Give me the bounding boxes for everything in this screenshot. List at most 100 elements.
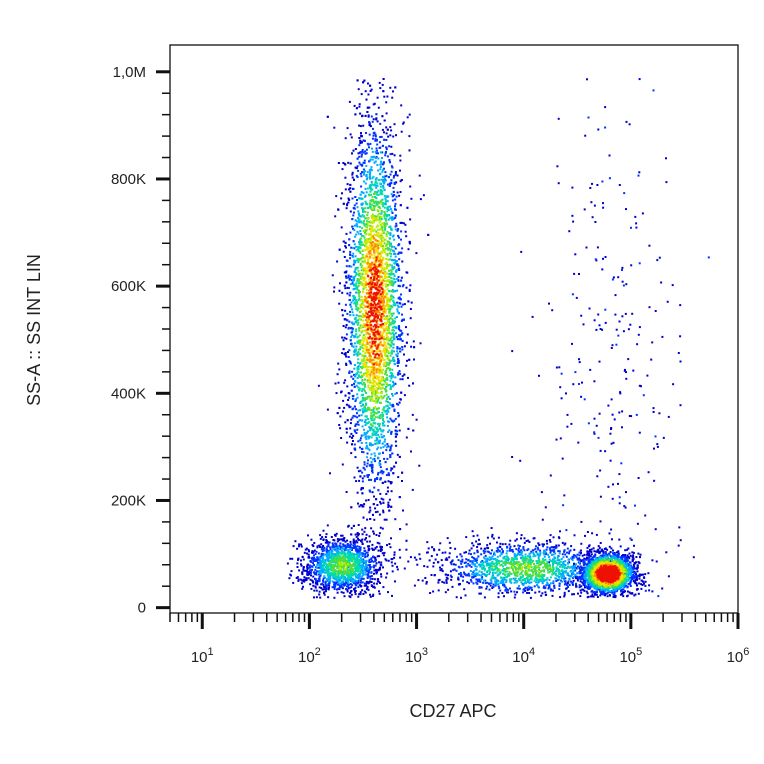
event-dot bbox=[597, 551, 600, 554]
event-dot bbox=[374, 430, 377, 433]
event-dot bbox=[514, 555, 517, 557]
event-dot bbox=[513, 590, 516, 593]
event-dot bbox=[460, 575, 463, 578]
event-dot bbox=[575, 583, 577, 586]
event-dot bbox=[644, 584, 647, 587]
event-dot bbox=[362, 593, 365, 595]
event-dot bbox=[491, 533, 494, 536]
event-dot bbox=[365, 533, 368, 536]
event-dot bbox=[594, 558, 597, 561]
event-dot bbox=[379, 563, 382, 566]
event-dot bbox=[591, 216, 594, 219]
event-dot bbox=[330, 551, 333, 554]
event-dot bbox=[624, 549, 627, 552]
event-dot bbox=[325, 590, 327, 593]
event-dot bbox=[667, 415, 670, 418]
event-dot bbox=[300, 559, 302, 562]
event-dot bbox=[581, 577, 584, 580]
event-dot bbox=[388, 226, 391, 229]
event-dot bbox=[386, 404, 389, 407]
event-dot bbox=[368, 564, 371, 566]
event-dot bbox=[586, 580, 589, 583]
event-dot bbox=[363, 79, 366, 82]
event-dot bbox=[561, 553, 564, 556]
event-dot bbox=[394, 225, 397, 228]
event-dot bbox=[333, 588, 336, 590]
event-dot bbox=[470, 553, 472, 556]
event-dot bbox=[350, 580, 353, 583]
event-dot bbox=[616, 588, 619, 591]
event-dot bbox=[505, 581, 508, 584]
event-dot bbox=[597, 313, 600, 316]
event-dot bbox=[631, 592, 634, 595]
event-dot bbox=[321, 571, 324, 573]
event-dot bbox=[367, 421, 369, 424]
event-dot bbox=[388, 247, 391, 250]
event-dot bbox=[344, 176, 347, 179]
event-dot bbox=[393, 551, 396, 554]
event-dot bbox=[338, 368, 341, 371]
event-dot bbox=[494, 557, 497, 560]
event-dot bbox=[449, 547, 452, 549]
event-dot bbox=[290, 570, 293, 573]
event-dot bbox=[353, 447, 356, 450]
event-dot bbox=[394, 440, 397, 443]
event-dot bbox=[363, 433, 366, 436]
event-dot bbox=[478, 578, 481, 581]
event-dot bbox=[338, 289, 341, 292]
event-dot bbox=[614, 294, 617, 297]
event-dot bbox=[581, 381, 583, 384]
event-dot bbox=[392, 346, 395, 349]
event-dot bbox=[539, 549, 542, 552]
event-dot bbox=[394, 290, 397, 293]
event-dot bbox=[367, 581, 370, 584]
event-dot bbox=[312, 562, 314, 565]
event-dot bbox=[365, 444, 368, 447]
event-dot bbox=[394, 562, 397, 565]
event-dot bbox=[334, 549, 337, 552]
event-dot bbox=[363, 530, 366, 533]
event-dot bbox=[528, 541, 531, 543]
event-dot bbox=[302, 567, 305, 570]
event-dot bbox=[364, 114, 367, 117]
event-dot bbox=[370, 88, 373, 91]
event-dot bbox=[610, 347, 613, 349]
event-dot bbox=[574, 567, 576, 570]
event-dot bbox=[390, 432, 393, 435]
event-dot bbox=[355, 273, 358, 276]
event-dot bbox=[318, 557, 321, 560]
event-dot bbox=[384, 203, 387, 206]
event-dot bbox=[577, 572, 580, 575]
event-dot bbox=[480, 561, 482, 563]
event-dot bbox=[375, 545, 378, 548]
event-dot bbox=[360, 414, 363, 417]
event-dot bbox=[369, 142, 372, 145]
event-dot bbox=[355, 233, 358, 236]
event-dot bbox=[318, 586, 321, 589]
event-dot bbox=[480, 586, 483, 589]
event-dot bbox=[545, 539, 548, 542]
event-dot bbox=[313, 549, 316, 552]
event-dot bbox=[361, 553, 364, 556]
event-dot bbox=[346, 588, 349, 591]
event-dot bbox=[349, 427, 352, 430]
event-dot bbox=[546, 546, 549, 549]
event-dot bbox=[376, 182, 379, 185]
event-dot bbox=[632, 554, 635, 557]
event-dot bbox=[361, 207, 364, 210]
event-dot bbox=[341, 581, 344, 584]
event-dot bbox=[347, 550, 350, 553]
event-dot bbox=[543, 585, 545, 588]
event-dot bbox=[529, 586, 532, 589]
event-dot bbox=[358, 545, 361, 548]
event-dot bbox=[353, 302, 356, 305]
event-dot bbox=[563, 570, 566, 573]
event-dot bbox=[378, 534, 381, 537]
event-dot bbox=[625, 559, 628, 562]
event-dot bbox=[632, 555, 635, 558]
event-dot bbox=[372, 137, 374, 140]
event-dot bbox=[572, 555, 575, 558]
event-dot bbox=[388, 182, 391, 185]
event-dot bbox=[319, 534, 322, 537]
event-dot bbox=[339, 579, 342, 582]
